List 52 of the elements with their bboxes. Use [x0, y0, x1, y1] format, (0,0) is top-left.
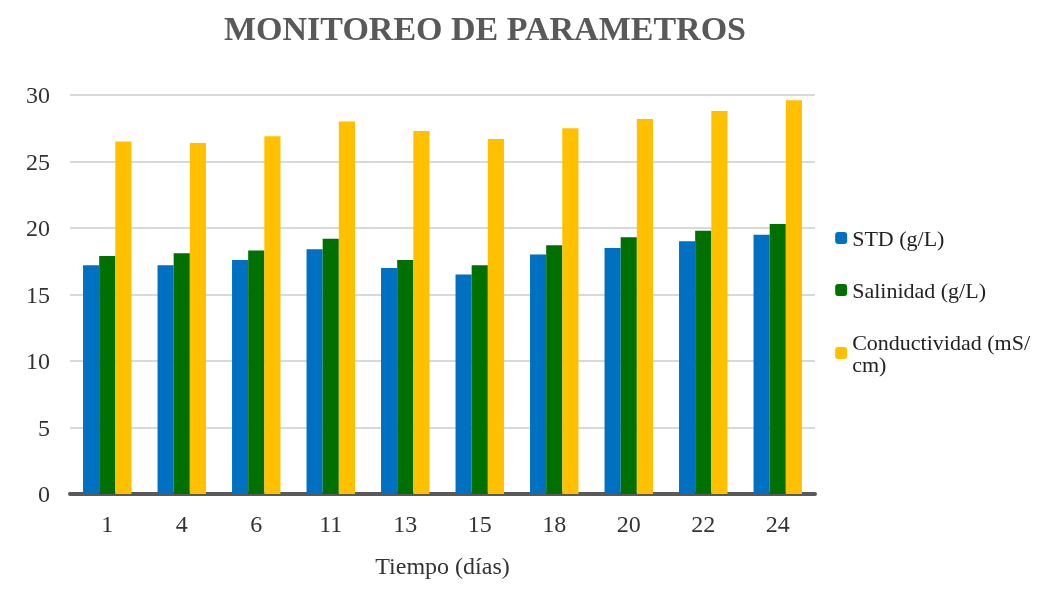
bar: [546, 245, 563, 494]
bar: [322, 238, 339, 494]
x-tick-label: 24: [765, 511, 790, 537]
bar: [604, 247, 621, 494]
x-tick-label: 13: [393, 511, 418, 537]
bar: [173, 253, 190, 494]
bar: [562, 128, 579, 494]
chart-title: MONITOREO DE PARAMETROS: [223, 9, 747, 47]
bar: [455, 274, 472, 494]
x-tick-label: 15: [467, 511, 492, 537]
bar: [413, 130, 430, 494]
y-tick-label: 5: [38, 414, 50, 441]
x-tick-label: 11: [319, 511, 343, 537]
bar: [232, 259, 249, 494]
x-axis-title: Tiempo (días): [375, 553, 510, 579]
x-tick-label: 4: [175, 511, 188, 537]
bar: [695, 230, 712, 494]
bar: [306, 249, 323, 494]
y-tick-label: 10: [26, 348, 50, 374]
bar: [679, 241, 696, 494]
x-tick-label: 18: [542, 511, 567, 537]
bar: [620, 237, 637, 494]
bar: [157, 265, 174, 494]
bar: [99, 255, 116, 494]
bar: [636, 118, 653, 494]
y-tick-label: 25: [26, 148, 50, 175]
y-tick-label: 0: [38, 481, 50, 507]
bar: [83, 265, 100, 494]
bar: [115, 141, 132, 494]
legend-label: Salinidad (g/L): [852, 277, 986, 303]
bar: [769, 224, 786, 494]
legend-label: Conductividad (mS/cm): [852, 329, 1031, 377]
bar: [248, 250, 265, 494]
bar: [487, 138, 504, 494]
x-tick-label: 20: [616, 511, 641, 537]
bar: [530, 254, 547, 494]
legend-label: STD (g/L): [852, 225, 945, 251]
bar: [189, 142, 206, 494]
bar: [338, 121, 355, 494]
y-tick-label: 15: [26, 281, 50, 308]
bar: [381, 267, 398, 494]
x-tick-label: 6: [250, 511, 263, 537]
bar: [397, 259, 414, 494]
y-tick-label: 20: [26, 215, 50, 241]
bar: [264, 136, 281, 494]
bar: [753, 234, 770, 494]
bar: [471, 265, 488, 494]
bar: [785, 100, 802, 494]
x-tick-label: 1: [101, 511, 114, 537]
x-tick-label: 22: [691, 511, 716, 537]
bar: [711, 110, 728, 494]
y-tick-label: 30: [26, 82, 50, 108]
